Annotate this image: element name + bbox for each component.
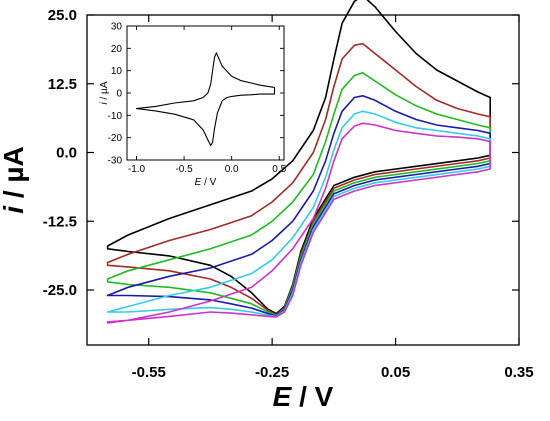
- series-line-3: [106, 72, 491, 317]
- inset-plot-frame: [126, 25, 285, 161]
- main-tick-marks: [87, 14, 520, 345]
- inset-plot: -1.0 -0.5 0.0 0.5 30 20 10 0 -10 -20 -30 E / V i /…: [99, 22, 287, 189]
- inset-x-axis-title: E / V: [195, 177, 217, 188]
- y-tick-label: 10: [111, 66, 123, 77]
- x-tick-label: -0.25: [255, 364, 289, 381]
- series-line-6: [106, 122, 491, 324]
- x-tick-label: 0.35: [504, 364, 533, 381]
- series-line-4: [106, 95, 491, 317]
- inset-x-axis-title-unit: / V: [201, 177, 216, 188]
- y-tick-label: 30: [111, 22, 123, 33]
- main-series-group: [106, 0, 491, 324]
- y-tick-label: -30: [108, 156, 123, 167]
- y-tick-label: -25.0: [43, 282, 77, 299]
- inset-y-axis-title-symbol: i: [99, 102, 110, 105]
- main-plot-frame: [86, 14, 520, 346]
- x-tick-label: -1.0: [128, 164, 146, 175]
- main-y-axis-title: i / µA: [0, 146, 29, 213]
- inset-tick-labels: -1.0 -0.5 0.0 0.5 30 20 10 0 -10 -20 -30: [108, 22, 287, 176]
- y-tick-label: 0.0: [56, 145, 77, 162]
- y-tick-label: 0: [116, 89, 122, 100]
- y-tick-label: -12.5: [43, 213, 77, 230]
- main-plot: -0.55 -0.25 0.05 0.3525.012.50.0-12.5-25.0 …: [0, 0, 534, 412]
- inset-y-axis-title-unit: / µA: [99, 81, 110, 102]
- series-line-5: [106, 110, 491, 318]
- x-tick-label: -0.55: [132, 364, 166, 381]
- inset-y-axis-title: i / µA: [99, 81, 110, 104]
- y-tick-label: 12.5: [48, 76, 77, 93]
- main-x-axis-title-symbol: E: [273, 381, 293, 412]
- series-line-1: [135, 52, 276, 147]
- y-tick-label: -10: [108, 111, 123, 122]
- main-tick-labels: -0.55 -0.25 0.05 0.35 25.0 12.5 0.0 -12.5 -25.0: [43, 7, 534, 381]
- x-tick-label: 0.5: [272, 164, 286, 175]
- y-tick-label: 25.0: [48, 7, 77, 24]
- x-tick-label: -0.5: [175, 164, 193, 175]
- y-tick-label: 20: [111, 44, 123, 55]
- main-y-axis-title-unit: / µA: [0, 146, 29, 206]
- inset-series-group: [135, 52, 276, 147]
- main-x-axis-title-unit: / V: [291, 381, 333, 412]
- inset-tick-marks: [127, 25, 284, 161]
- y-tick-label: -20: [108, 133, 123, 144]
- x-tick-label: 0.05: [381, 364, 410, 381]
- x-tick-label: 0.0: [225, 164, 239, 175]
- main-x-axis-title: E / V: [273, 381, 334, 412]
- inset-x-axis-title-symbol: E: [195, 177, 202, 188]
- main-y-axis-title-symbol: i: [0, 205, 29, 214]
